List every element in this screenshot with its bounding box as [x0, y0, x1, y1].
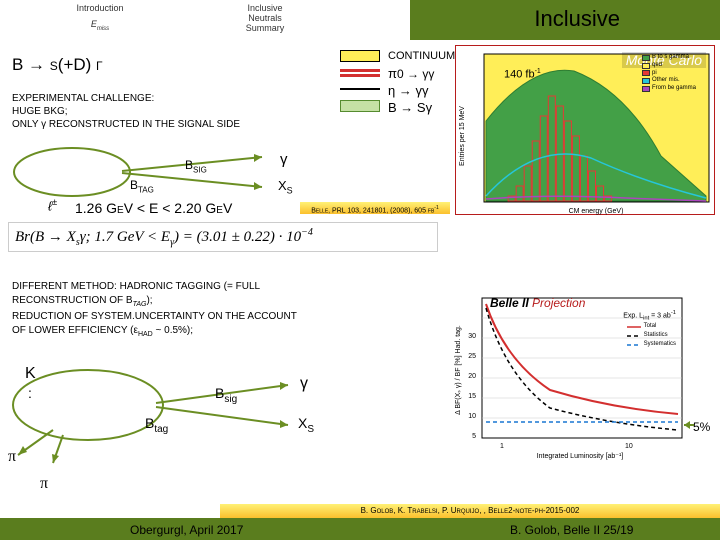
m-l4s: HAD — [138, 331, 153, 338]
btag-sub: TAG — [138, 185, 154, 194]
proj-legend: TotalStatisticsSystematics — [627, 322, 676, 349]
d2-colon: : — [28, 385, 32, 401]
m-l2a: RECONSTRUCTION OF B — [12, 295, 133, 306]
pl-l: Exp. L — [623, 312, 643, 319]
svg-text:5: 5 — [472, 433, 476, 440]
cite-bar: B. Golob, K. Trabelsi, P. Urquijo, , Bel… — [220, 504, 720, 518]
legend-pi0-rest: 0 → γγ — [397, 67, 434, 81]
d2-btag-b: B — [145, 415, 154, 431]
nav-intro: Introduction — [60, 4, 140, 14]
exp-challenge: EXPERIMENTAL CHALLENGE: HUGE BKG; ONLY γ… — [12, 92, 240, 131]
pl-sup: -1 — [671, 310, 676, 316]
bsig-b: B — [185, 158, 193, 172]
legend-swatch-pi0-1 — [340, 69, 380, 72]
svg-text:CM energy (GeV): CM energy (GeV) — [569, 208, 624, 215]
d2-btag: Btag — [145, 415, 168, 435]
belle-cite-text: Belle, PRL 103, 241801, (2008), 605 fb — [311, 207, 434, 214]
proj-sub: Projection — [532, 296, 585, 310]
legend-eta: η → γγ — [388, 83, 428, 98]
d2-bsig-s: sig — [224, 394, 237, 405]
legend-continuum: CONTINUUM — [388, 50, 455, 62]
footer-left: Obergurgl, April 2017 — [130, 523, 243, 537]
diagram-1 — [12, 145, 322, 200]
f-exp: −4 — [301, 227, 313, 238]
d2-btag-s: tag — [154, 424, 168, 435]
d2-bsig-b: B — [215, 385, 224, 401]
m-l2: RECONSTRUCTION OF BTAG); — [12, 294, 297, 310]
footer-right: B. Golob, Belle II 25/19 — [510, 523, 633, 537]
nav-emiss: Emiss — [70, 20, 130, 32]
proj-lumi: Exp. Lint = 3 ab-1 — [623, 310, 676, 322]
xs-label: XS — [278, 178, 293, 196]
d2-bsig: Bsig — [215, 385, 237, 405]
xs-x: X — [278, 178, 287, 193]
arrow-5pct — [682, 415, 696, 435]
d2-xs-s: S — [307, 424, 314, 435]
mc-lumi-s: -1 — [535, 68, 541, 75]
nav-emiss-sub: miss — [97, 26, 109, 32]
legend-swatch-continuum — [340, 50, 380, 62]
d2-pi2: π — [40, 475, 48, 493]
svg-text:30: 30 — [468, 333, 476, 340]
energy-cut: 1.26 GeV < E < 2.20 GeV — [75, 200, 232, 216]
svg-text:10: 10 — [468, 413, 476, 420]
legend-bsg: B → Sγ — [388, 100, 432, 115]
pl-r: = 3 ab — [649, 312, 671, 319]
d2-gamma: γ — [300, 375, 308, 393]
d2-xs-x: X — [298, 415, 307, 431]
m-l4a: OF LOWER EFFICIENCY (ε — [12, 325, 138, 336]
btag-b: B — [130, 178, 138, 192]
gamma-label: γ — [280, 151, 288, 168]
svg-text:10: 10 — [625, 443, 633, 450]
d2-k: K — [25, 365, 36, 383]
m-l3: REDUCTION OF SYSTEM.UNCERTAINTY ON THE A… — [12, 310, 297, 324]
legend-swatch-pi0-2 — [340, 74, 380, 77]
exp-l2: HUGE BKG; — [12, 105, 240, 118]
exp-l3: ONLY γ RECONSTRUCTED IN THE SIGNAL SIDE — [12, 118, 240, 131]
d2-pi1: π — [8, 448, 16, 466]
m-l2s: TAG — [133, 301, 147, 308]
nav-center: Inclusive Neutrals Summary — [230, 4, 300, 34]
mc-lumi: 140 fb-1 — [504, 68, 541, 81]
diagram-2 — [8, 355, 338, 465]
xs-s: S — [287, 186, 293, 196]
mc-plot-frame: Entries per 15 MeV CM energy (GeV) Monte… — [455, 45, 715, 215]
legend-swatch-eta — [340, 88, 380, 90]
d2-xs: XS — [298, 415, 314, 435]
bsig-label: BSIG — [185, 158, 207, 174]
mc-lumi-v: 140 fb — [504, 69, 535, 81]
svg-text:15: 15 — [468, 393, 476, 400]
proj-plot-frame: 5 10 15 20 25 30 1 10 Integrated Luminos… — [450, 290, 690, 460]
nav-c3: Summary — [230, 24, 300, 34]
svg-text:25: 25 — [468, 353, 476, 360]
proj-title: Belle II Projection — [490, 296, 585, 310]
btag-label: BTAG — [130, 178, 154, 194]
legend-pi0-sym: π — [388, 66, 397, 81]
svg-text:1: 1 — [500, 443, 504, 450]
m-l2e: ); — [146, 295, 152, 306]
legend-swatch-bsg — [340, 100, 380, 112]
svg-text:20: 20 — [468, 373, 476, 380]
m-l4b: ~ 0.5%); — [153, 325, 193, 336]
belle-cite-1: Belle, PRL 103, 241801, (2008), 605 fb-1 — [300, 202, 450, 214]
proj-tt: Belle II — [490, 296, 529, 310]
m-l1: DIFFERENT METHOD: HADRONIC TAGGING (= FU… — [12, 280, 297, 294]
svg-text:Δ BF(Xₛ γ) / BF [%] Had. tag.: Δ BF(Xₛ γ) / BF [%] Had. tag. — [455, 325, 462, 415]
f-mid: γ; 1.7 GeV < E — [80, 229, 170, 245]
lepton-label: ℓ± — [48, 197, 57, 213]
br-formula: Br(B → Xsγ; 1.7 GeV < Eγ) = (3.01 ± 0.22… — [8, 222, 438, 252]
decay-formula: B → s(+D) γ — [12, 55, 103, 75]
exp-l1: EXPERIMENTAL CHALLENGE: — [12, 92, 240, 105]
m-l4: OF LOWER EFFICIENCY (εHAD ~ 0.5%); — [12, 324, 297, 340]
title: Inclusive — [534, 6, 620, 32]
svg-text:Entries per 15 MeV: Entries per 15 MeV — [459, 106, 466, 166]
f-right: ) = (3.01 ± 0.22) · 10 — [174, 229, 301, 245]
mc-legend: B to s gammaqedpiOther mis.From be gamma — [642, 54, 704, 93]
belle-cite-sup: -1 — [434, 205, 438, 211]
svg-text:Integrated Luminosity [ab⁻¹]: Integrated Luminosity [ab⁻¹] — [537, 453, 624, 460]
f-left: Br(B → X — [15, 229, 76, 245]
method-text: DIFFERENT METHOD: HADRONIC TAGGING (= FU… — [12, 280, 297, 340]
bsig-sub: SIG — [193, 165, 207, 174]
legend-pi0: π0 → γγ — [388, 66, 434, 81]
